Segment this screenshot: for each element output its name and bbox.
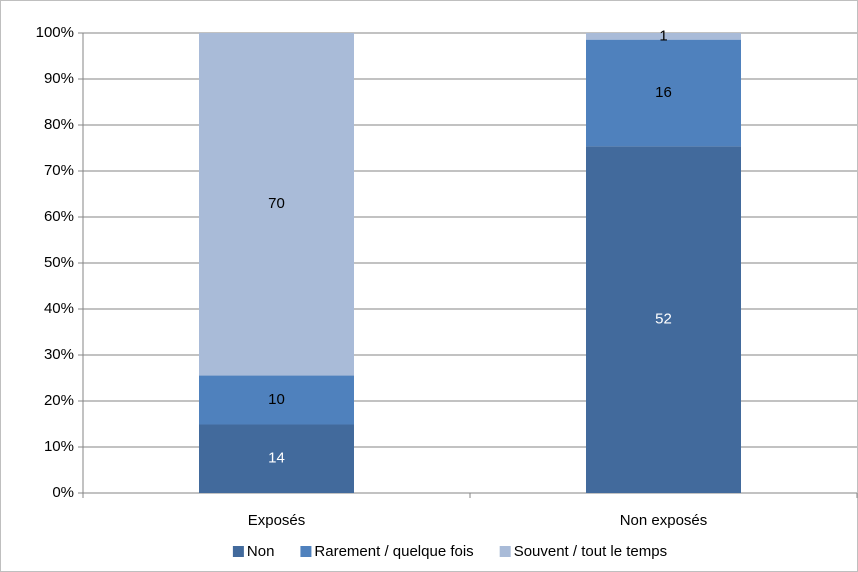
legend-label: Souvent / tout le temps — [514, 543, 667, 560]
legend-swatch — [300, 546, 312, 557]
x-tick-label: Non exposés — [620, 512, 708, 529]
data-label: 52 — [655, 311, 672, 328]
y-tick-label: 80% — [44, 116, 74, 133]
bar-segment — [199, 33, 354, 376]
bar-segment — [199, 375, 354, 425]
y-tick-label: 100% — [36, 24, 74, 41]
y-tick-label: 10% — [44, 438, 74, 455]
bar-segment — [199, 424, 354, 493]
legend-swatch — [232, 546, 244, 557]
y-tick-label: 60% — [44, 208, 74, 225]
y-tick-label: 90% — [44, 70, 74, 87]
y-tick-label: 20% — [44, 392, 74, 409]
y-tick-label: 50% — [44, 254, 74, 271]
data-label: 16 — [655, 84, 672, 101]
data-label: 1 — [659, 27, 667, 44]
data-label: 10 — [268, 391, 285, 408]
legend-label: Non — [247, 543, 275, 560]
bar-segment — [586, 39, 741, 147]
legend-swatch — [499, 546, 511, 557]
data-label: 14 — [268, 450, 285, 467]
legend-label: Rarement / quelque fois — [314, 543, 473, 560]
bar-segment — [586, 146, 741, 494]
bar-segment — [586, 33, 741, 40]
x-tick-label: Exposés — [248, 512, 306, 529]
data-label: 70 — [268, 195, 285, 212]
y-tick-label: 70% — [44, 162, 74, 179]
y-tick-label: 0% — [52, 484, 74, 501]
y-tick-label: 30% — [44, 346, 74, 363]
y-tick-label: 40% — [44, 300, 74, 317]
